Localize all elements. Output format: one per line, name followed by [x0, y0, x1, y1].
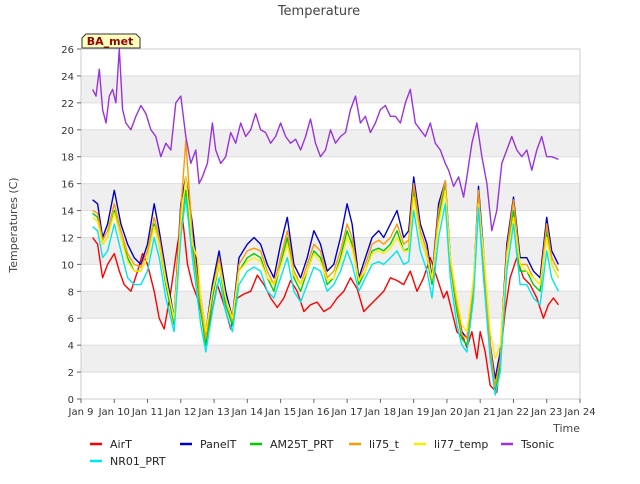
series-line-li77-temp: [92, 176, 560, 360]
legend-item: li77_temp: [414, 438, 488, 451]
x-axis: Jan 9 Jan 10 Jan 11 Jan 12 Jan 13 Jan 14 Jan 1…: [68, 399, 596, 418]
x-tick-label: Jan 13: [197, 407, 229, 418]
legend-item: PanelT: [180, 438, 237, 451]
x-tick-label: Jan 16: [297, 407, 329, 418]
grid-band: [81, 75, 580, 103]
legend-label: li75_t: [369, 438, 400, 451]
x-tick-label: Jan 20: [430, 407, 462, 418]
series-line-airt: [92, 216, 559, 393]
x-tick-label: Jan 24: [563, 407, 595, 418]
plot-area: [80, 48, 581, 400]
grid-band: [81, 129, 580, 157]
y-tick-label: 10: [61, 260, 74, 271]
legend-label: AM25T_PRT: [270, 438, 334, 451]
y-tick-label: 14: [61, 207, 74, 218]
legend-label: Tsonic: [520, 438, 554, 451]
legend-label: AirT: [110, 438, 132, 451]
y-tick-label: 24: [61, 72, 74, 83]
y-tick-label: 18: [61, 153, 74, 164]
legend-label: NR01_PRT: [110, 455, 166, 468]
series-line-nr01-prt: [92, 196, 560, 396]
y-tick-label: 4: [68, 341, 74, 352]
y-axis-label: Temperatures (C): [7, 177, 20, 273]
y-tick-label: 2: [68, 368, 74, 379]
legend-item: NR01_PRT: [90, 455, 166, 468]
x-tick-label: Jan 12: [164, 407, 196, 418]
y-tick-label: 12: [61, 233, 74, 244]
y-tick-label: 0: [68, 395, 74, 406]
x-tick-label: Jan 9: [68, 407, 94, 418]
series-lines: [91, 48, 560, 396]
legend-item: AirT: [90, 438, 132, 451]
grid-bands: [81, 75, 580, 373]
legend-label: PanelT: [200, 438, 237, 451]
x-tick-label: Jan 23: [530, 407, 562, 418]
x-tick-label: Jan 10: [98, 407, 130, 418]
x-tick-label: Jan 22: [497, 407, 529, 418]
legend-item: li75_t: [349, 438, 400, 451]
x-tick-label: Jan 17: [330, 407, 362, 418]
grid-band: [81, 291, 580, 319]
y-tick-label: 8: [68, 287, 74, 298]
y-tick-label: 22: [61, 99, 74, 110]
x-tick-label: Jan 18: [364, 407, 396, 418]
y-tick-label: 26: [61, 45, 74, 56]
station-badge: BA_met: [81, 33, 141, 49]
chart-title: Temperature: [277, 4, 360, 19]
station-badge-label: BA_met: [87, 35, 134, 48]
legend: AirT PanelT AM25T_PRT li75_t li77_temp Tsonic…: [90, 438, 554, 468]
x-tick-label: Jan 11: [131, 407, 163, 418]
legend-item: AM25T_PRT: [250, 438, 334, 451]
x-tick-label: Jan 19: [397, 407, 429, 418]
y-tick-label: 20: [61, 126, 74, 137]
station-badge-box: [81, 33, 141, 49]
y-tick-label: 16: [61, 180, 74, 191]
grid-band: [81, 345, 580, 373]
legend-item: Tsonic: [501, 438, 554, 451]
x-tick-label: Jan 21: [464, 407, 496, 418]
y-tick-label: 6: [68, 314, 74, 325]
grid-band: [81, 183, 580, 211]
series-line-tsonic: [91, 48, 559, 232]
x-tick-label: Jan 14: [231, 407, 263, 418]
x-tick-label: Jan 15: [264, 407, 296, 418]
legend-label: li77_temp: [434, 438, 488, 451]
x-axis-label: Time: [552, 422, 580, 435]
